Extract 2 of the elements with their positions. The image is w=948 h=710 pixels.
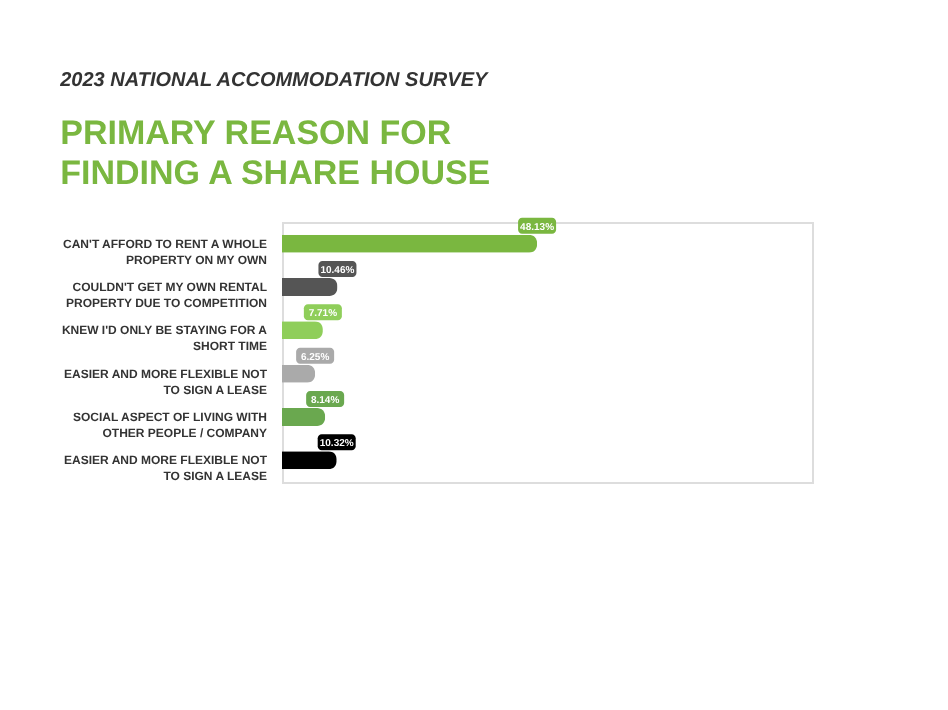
chart-subtitle: PRIMARY REASON FOR FINDING A SHARE HOUSE (60, 113, 491, 192)
chart-title: 2023 NATIONAL ACCOMMODATION SURVEY (58, 69, 490, 92)
